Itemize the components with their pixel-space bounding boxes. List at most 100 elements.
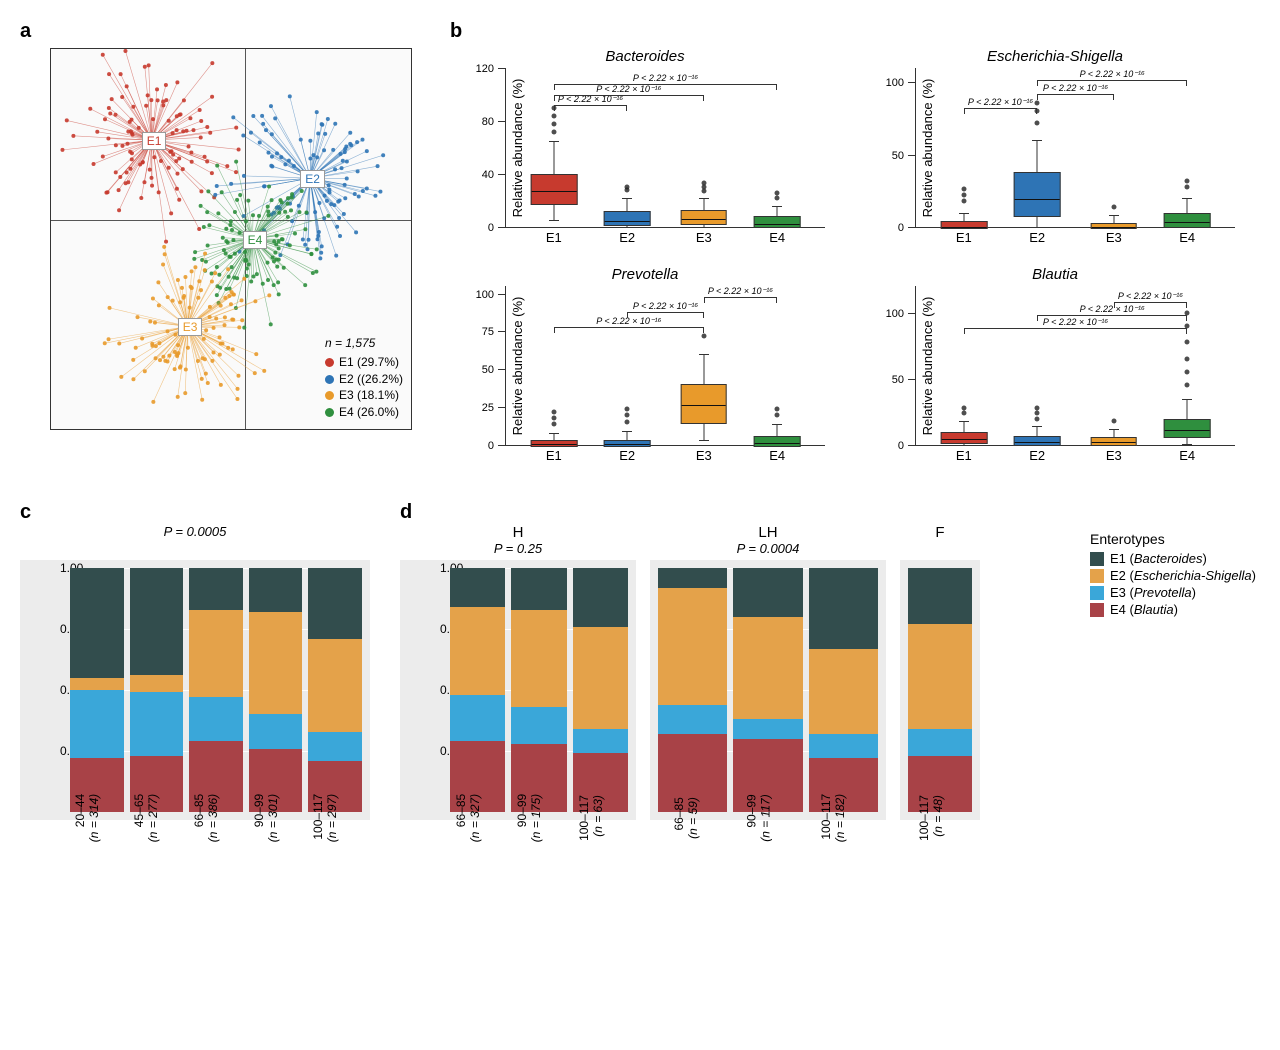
bar-x-label: 90–99(n = 117) [744, 794, 772, 841]
segment-e1 [733, 568, 802, 617]
box-e2 [604, 440, 651, 447]
pvalue-label: P < 2.22 × 10⁻¹⁶ [1080, 69, 1145, 80]
box-e4 [754, 216, 801, 227]
box-e3 [1090, 223, 1137, 229]
panel-d-chart: 66–85(n = 59)90–99(n = 117)100–117(n = 1… [650, 560, 886, 820]
pvalue-label: P < 2.22 × 10⁻¹⁶ [708, 286, 773, 297]
xtick-e3: E3 [1106, 448, 1122, 463]
segment-e2 [511, 610, 566, 708]
panel-d-group-h: HP = 0.25Percentage0.250.500.751.0066–85… [400, 524, 636, 820]
plot-area: 0255075100 E1 E2 E3 E4P < 2.22 × 10⁻¹⁶P … [505, 286, 825, 446]
legend-row: E1 (Bacteroides) [1090, 551, 1280, 566]
box-e3 [1090, 437, 1137, 446]
panel-d-chart: 100–117(n = 48) [900, 560, 980, 820]
boxplot-title: Prevotella [460, 266, 830, 283]
panel-c-chart: 0.250.500.751.0020–44(n = 314)45–65(n = … [20, 560, 370, 820]
xtick-e3: E3 [1106, 230, 1122, 245]
stacked-bar: 45–65(n = 277) [130, 568, 184, 812]
xtick-e3: E3 [696, 448, 712, 463]
boxplot-blautia: BlautiaRelative abundance (%)050100 E1 E… [870, 266, 1240, 466]
panel-c-label: c [20, 501, 370, 524]
boxplot-prevotella: PrevotellaRelative abundance (%)02550751… [460, 266, 830, 466]
segment-e3 [658, 705, 727, 734]
boxplot-bacteroides: BacteroidesRelative abundance (%)0408012… [460, 48, 830, 248]
pvalue-label: P < 2.22 × 10⁻¹⁶ [596, 316, 661, 327]
boxplot-title: Bacteroides [460, 48, 830, 65]
segment-e1 [130, 568, 184, 675]
xtick-e2: E2 [619, 448, 635, 463]
panel-b: b BacteroidesRelative abundance (%)04080… [450, 20, 1280, 471]
legend-row-e1: E1 (29.7%) [325, 354, 403, 371]
xtick-e4: E4 [769, 448, 785, 463]
segment-e2 [189, 610, 243, 698]
panel-b-label: b [450, 20, 1280, 43]
segment-e3 [733, 719, 802, 739]
segment-e3 [809, 734, 878, 758]
xtick-e2: E2 [1029, 448, 1045, 463]
stacked-bar: 100–117(n = 63) [573, 568, 628, 812]
box-e4 [754, 436, 801, 447]
panel-d-group-f: F100–117(n = 48) [900, 524, 980, 820]
pvalue-label: P < 2.22 × 10⁻¹⁶ [633, 73, 698, 84]
legend-row: E3 (Prevotella) [1090, 585, 1280, 600]
pvalue-label: P < 2.22 × 10⁻¹⁶ [968, 97, 1033, 108]
xtick-e1: E1 [956, 230, 972, 245]
segment-e1 [511, 568, 566, 609]
plot-area: 050100 E1 E2 E3 E4P < 2.22 × 10⁻¹⁶P < 2.… [915, 68, 1235, 228]
segment-e2 [658, 588, 727, 705]
pvalue-label: P < 2.22 × 10⁻¹⁶ [633, 301, 698, 312]
xtick-e1: E1 [956, 448, 972, 463]
segment-e1 [70, 568, 124, 678]
stacked-bar: 66–85(n = 386) [189, 568, 243, 812]
cluster-label-e1: E1 [142, 132, 167, 150]
stacked-bar: 90–99(n = 301) [249, 568, 303, 812]
group-pval: P = 0.25 [400, 541, 636, 556]
segment-e3 [308, 732, 362, 761]
segment-e1 [908, 568, 972, 624]
box-e1 [941, 432, 988, 445]
segment-e2 [70, 678, 124, 690]
segment-e1 [249, 568, 303, 612]
bar-x-label: 90–99(n = 175) [515, 794, 543, 842]
segment-e1 [658, 568, 727, 588]
legend-row-e3: E3 (18.1%) [325, 387, 403, 404]
bar-x-label: 66–85(n = 386) [192, 794, 220, 842]
xtick-e3: E3 [696, 230, 712, 245]
stacked-bar: 90–99(n = 117) [733, 568, 802, 812]
panel-d-chart: 0.250.500.751.0066–85(n = 327)90–99(n = … [400, 560, 636, 820]
cluster-label-e3: E3 [178, 318, 203, 336]
segment-e2 [130, 675, 184, 692]
panel-a-label: a [20, 20, 450, 43]
panel-a-legend: n = 1,575 E1 (29.7%)E2 ((26.2%)E3 (18.1%… [325, 335, 403, 421]
cluster-plot: n = 1,575 E1 (29.7%)E2 ((26.2%)E3 (18.1%… [50, 48, 412, 430]
bar-x-label: 20–44(n = 314) [73, 794, 101, 842]
xtick-e4: E4 [1179, 230, 1195, 245]
plot-area: 050100 E1 E2 E3 E4P < 2.22 × 10⁻¹⁶P < 2.… [915, 286, 1235, 446]
stacked-bar: 100–117(n = 48) [908, 568, 972, 812]
legend-row: E2 (Escherichia-Shigella) [1090, 568, 1280, 583]
box-e1 [531, 174, 578, 205]
bar-x-label: 100–117(n = 297) [311, 794, 339, 842]
legend-row: E4 (Blautia) [1090, 602, 1280, 617]
stacked-bar: 90–99(n = 175) [511, 568, 566, 812]
box-e4 [1164, 419, 1211, 438]
cluster-label-e2: E2 [300, 170, 325, 188]
xtick-e4: E4 [769, 230, 785, 245]
box-e2 [1014, 172, 1061, 217]
cluster-label-e4: E4 [243, 231, 268, 249]
panel-d-group-lh: LHP = 0.000466–85(n = 59)90–99(n = 117)1… [650, 524, 886, 820]
legend-row-e4: E4 (26.0%) [325, 404, 403, 421]
xtick-e1: E1 [546, 448, 562, 463]
xtick-e4: E4 [1179, 448, 1195, 463]
box-e2 [1014, 436, 1061, 446]
boxplot-escherichiashigella: Escherichia-ShigellaRelative abundance (… [870, 48, 1240, 248]
segment-e1 [809, 568, 878, 649]
panel-d-label: d [400, 501, 1052, 524]
segment-e3 [130, 692, 184, 755]
segment-e2 [249, 612, 303, 714]
bar-x-label: 66–85(n = 59) [672, 797, 700, 839]
segment-e2 [573, 627, 628, 729]
segment-e2 [308, 639, 362, 732]
stacked-bar: 100–117(n = 182) [809, 568, 878, 812]
legend-title: Enterotypes [1090, 531, 1280, 547]
